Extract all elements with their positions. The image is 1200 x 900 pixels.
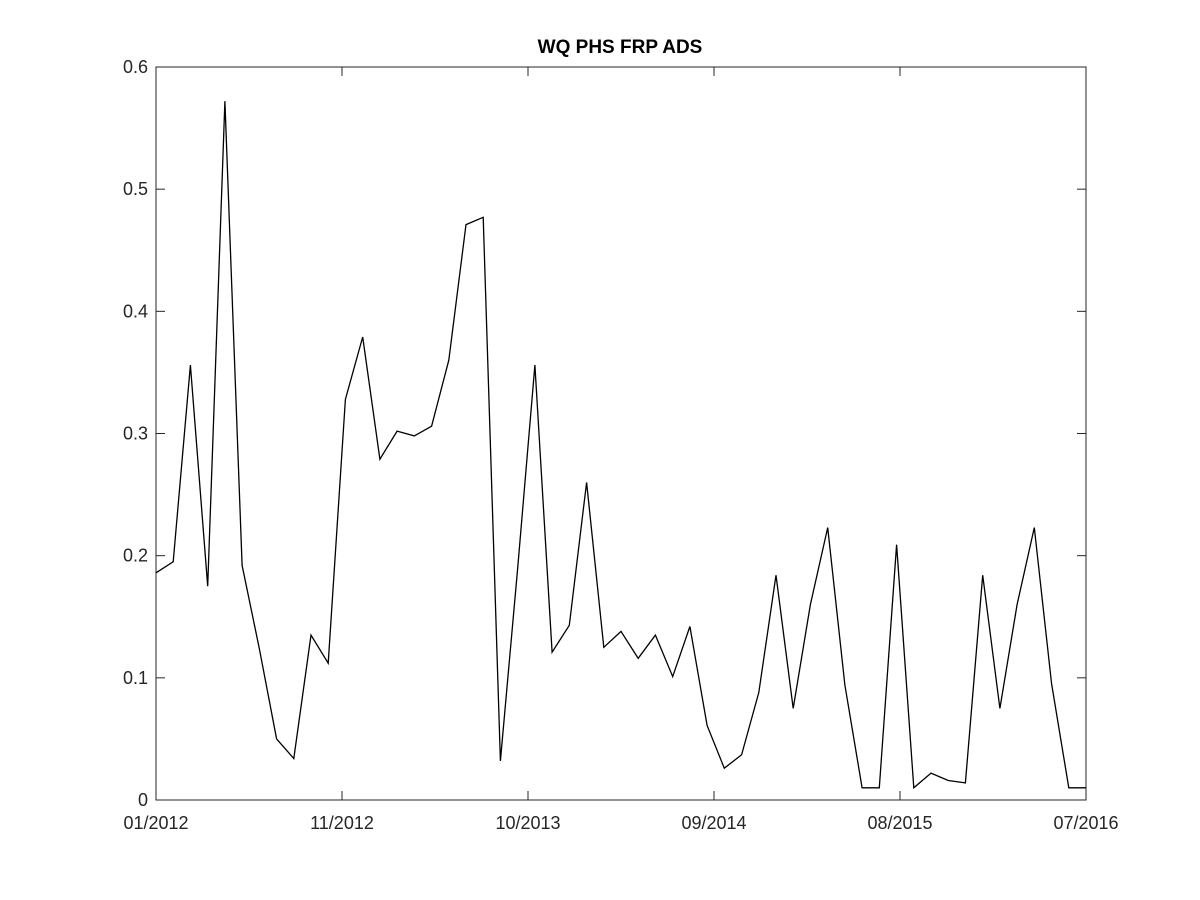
- y-tick-label: 0.4: [123, 301, 148, 321]
- x-tick-label: 08/2015: [867, 813, 932, 833]
- y-tick-label: 0.6: [123, 57, 148, 77]
- y-tick-label: 0: [138, 790, 148, 810]
- plot-area: 0 0.1 0.2 0.3 0.4 0.5 0.6 01/2012 11/2012 10/2013…: [123, 57, 1119, 833]
- x-tick-label: 11/2012: [310, 813, 374, 833]
- chart-title: WQ PHS FRP ADS: [538, 37, 703, 58]
- y-tick-label: 0.1: [123, 668, 148, 688]
- x-tick-label: 10/2013: [495, 813, 560, 833]
- x-tick-label: 07/2016: [1053, 813, 1118, 833]
- y-tick-label: 0.5: [123, 179, 148, 199]
- y-tick-label: 0.2: [123, 546, 148, 566]
- axes-box: [155, 66, 1087, 801]
- x-tick-label: 01/2012: [123, 813, 188, 833]
- x-tick-label: 09/2014: [681, 813, 746, 833]
- series-line: [155, 101, 1086, 790]
- y-tick-label: 0.3: [123, 424, 148, 444]
